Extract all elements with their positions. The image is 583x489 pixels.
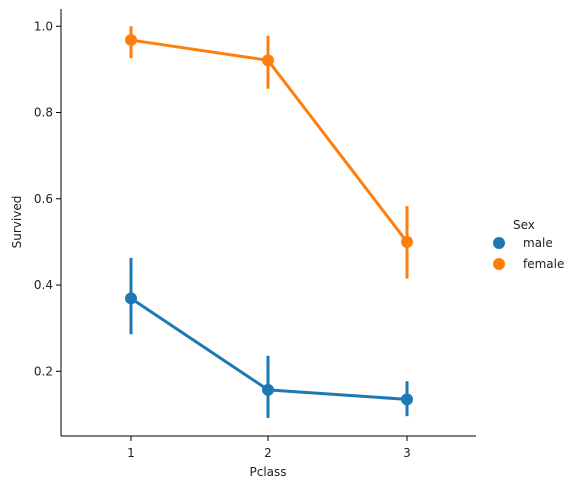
data-point-female — [262, 54, 274, 67]
data-point-female — [401, 235, 413, 248]
series-layer — [125, 26, 413, 418]
y-ticks: 0.2 0.4 0.6 0.8 1.0 — [34, 19, 61, 378]
series-male — [125, 257, 413, 418]
y-tick-label: 0.6 — [34, 192, 53, 206]
x-tick-label: 2 — [264, 446, 272, 460]
legend: Sex male female — [493, 218, 564, 271]
data-point-male — [401, 393, 413, 406]
data-point-male — [262, 383, 274, 396]
legend-label-female: female — [523, 257, 564, 271]
legend-marker-female — [493, 258, 505, 270]
y-tick-label: 0.4 — [34, 278, 53, 292]
legend-title: Sex — [513, 218, 535, 232]
y-tick-label: 0.8 — [34, 106, 53, 120]
y-tick-label: 0.2 — [34, 364, 53, 378]
x-tick-label: 1 — [127, 446, 135, 460]
series-female — [125, 26, 413, 279]
legend-label-male: male — [523, 236, 553, 250]
x-axis-label: Pclass — [249, 465, 286, 479]
x-ticks: 1 2 3 — [127, 436, 411, 460]
data-point-female — [125, 34, 137, 47]
data-point-male — [125, 292, 137, 305]
y-tick-label: 1.0 — [34, 19, 53, 33]
y-axis-label: Survived — [10, 196, 24, 249]
legend-marker-male — [493, 237, 505, 249]
x-tick-label: 3 — [403, 446, 411, 460]
